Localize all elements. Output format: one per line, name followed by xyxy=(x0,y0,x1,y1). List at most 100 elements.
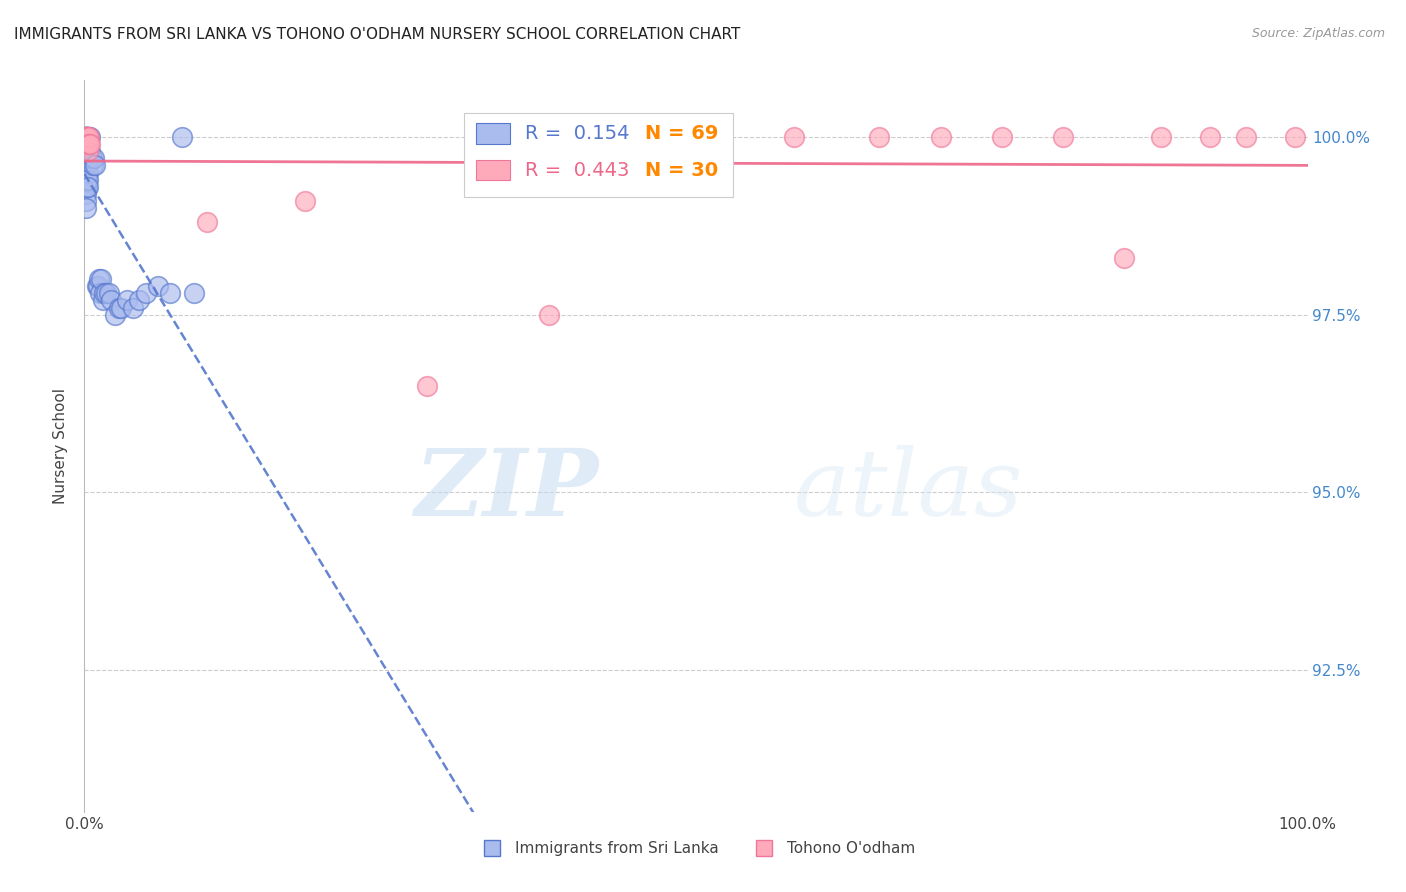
Point xyxy=(195,215,218,229)
Point xyxy=(172,130,194,145)
Point xyxy=(294,194,316,208)
Point xyxy=(77,152,100,166)
Point xyxy=(75,130,97,145)
Point xyxy=(76,152,98,166)
Point xyxy=(77,137,100,152)
Point xyxy=(1198,130,1220,145)
Point xyxy=(77,159,100,173)
Point xyxy=(100,293,122,308)
Point xyxy=(82,159,104,173)
Point xyxy=(75,172,97,186)
Point xyxy=(77,172,100,186)
Point xyxy=(75,194,97,208)
Point xyxy=(183,286,205,301)
Point xyxy=(76,145,98,159)
Point xyxy=(1114,251,1136,265)
Point xyxy=(75,130,97,145)
Text: Source: ZipAtlas.com: Source: ZipAtlas.com xyxy=(1251,27,1385,40)
Point xyxy=(75,159,97,173)
Point xyxy=(83,152,105,166)
Point xyxy=(77,130,100,145)
Point xyxy=(77,165,100,179)
Point xyxy=(79,130,101,145)
Point xyxy=(75,130,97,145)
FancyBboxPatch shape xyxy=(464,113,733,197)
Point xyxy=(76,130,98,145)
Point xyxy=(76,130,98,145)
Point xyxy=(75,201,97,215)
Point xyxy=(115,293,138,308)
Point xyxy=(77,130,100,145)
Text: R =  0.443: R = 0.443 xyxy=(524,161,628,180)
Point xyxy=(1150,130,1173,145)
Text: atlas: atlas xyxy=(794,445,1024,535)
Point xyxy=(1284,130,1306,145)
Point xyxy=(75,130,97,145)
Point xyxy=(77,137,100,152)
Point xyxy=(96,286,118,301)
Point xyxy=(77,137,100,152)
Text: ZIP: ZIP xyxy=(413,445,598,535)
Point xyxy=(991,130,1014,145)
Point xyxy=(91,293,114,308)
Point xyxy=(97,286,120,301)
Point xyxy=(77,179,100,194)
Bar xyxy=(475,160,510,180)
Text: N = 30: N = 30 xyxy=(644,161,717,180)
Point xyxy=(76,172,98,186)
Point xyxy=(75,130,97,145)
Point xyxy=(75,152,97,166)
Point xyxy=(75,130,97,145)
Point xyxy=(90,272,112,286)
Point xyxy=(110,301,132,315)
Point xyxy=(75,145,97,159)
Point xyxy=(77,145,100,159)
Point xyxy=(84,159,107,173)
Point xyxy=(76,159,98,173)
Point xyxy=(76,137,98,152)
Point xyxy=(77,130,100,145)
Point xyxy=(76,130,98,145)
Point xyxy=(77,145,100,159)
Point xyxy=(75,137,97,152)
Point xyxy=(538,308,561,322)
Point xyxy=(93,286,115,301)
Point xyxy=(76,165,98,179)
Point xyxy=(75,186,97,201)
Point xyxy=(75,179,97,194)
Point xyxy=(77,145,100,159)
Point xyxy=(76,130,98,145)
Text: R =  0.154: R = 0.154 xyxy=(524,124,630,144)
Text: IMMIGRANTS FROM SRI LANKA VS TOHONO O'ODHAM NURSERY SCHOOL CORRELATION CHART: IMMIGRANTS FROM SRI LANKA VS TOHONO O'OD… xyxy=(14,27,741,42)
Point xyxy=(87,272,110,286)
Point xyxy=(75,152,97,166)
Point xyxy=(76,179,98,194)
Point xyxy=(76,137,98,152)
Point xyxy=(75,130,97,145)
Point xyxy=(76,137,98,152)
Y-axis label: Nursery School: Nursery School xyxy=(53,388,69,504)
Point xyxy=(77,137,100,152)
Point xyxy=(929,130,952,145)
Point xyxy=(783,130,806,145)
Text: N = 69: N = 69 xyxy=(644,124,718,144)
Point xyxy=(1052,130,1074,145)
Point xyxy=(75,137,97,152)
Point xyxy=(79,137,101,152)
Point xyxy=(128,293,150,308)
Point xyxy=(104,308,127,322)
Point xyxy=(76,137,98,152)
Point xyxy=(86,279,108,293)
Bar xyxy=(475,123,510,144)
Point xyxy=(869,130,891,145)
Point xyxy=(159,286,181,301)
Point xyxy=(77,152,100,166)
Point xyxy=(135,286,157,301)
Point xyxy=(1236,130,1258,145)
Point xyxy=(87,279,110,293)
Point xyxy=(89,286,111,301)
Point xyxy=(416,378,439,392)
Point xyxy=(685,130,707,145)
Point xyxy=(146,279,169,293)
Point xyxy=(122,301,145,315)
